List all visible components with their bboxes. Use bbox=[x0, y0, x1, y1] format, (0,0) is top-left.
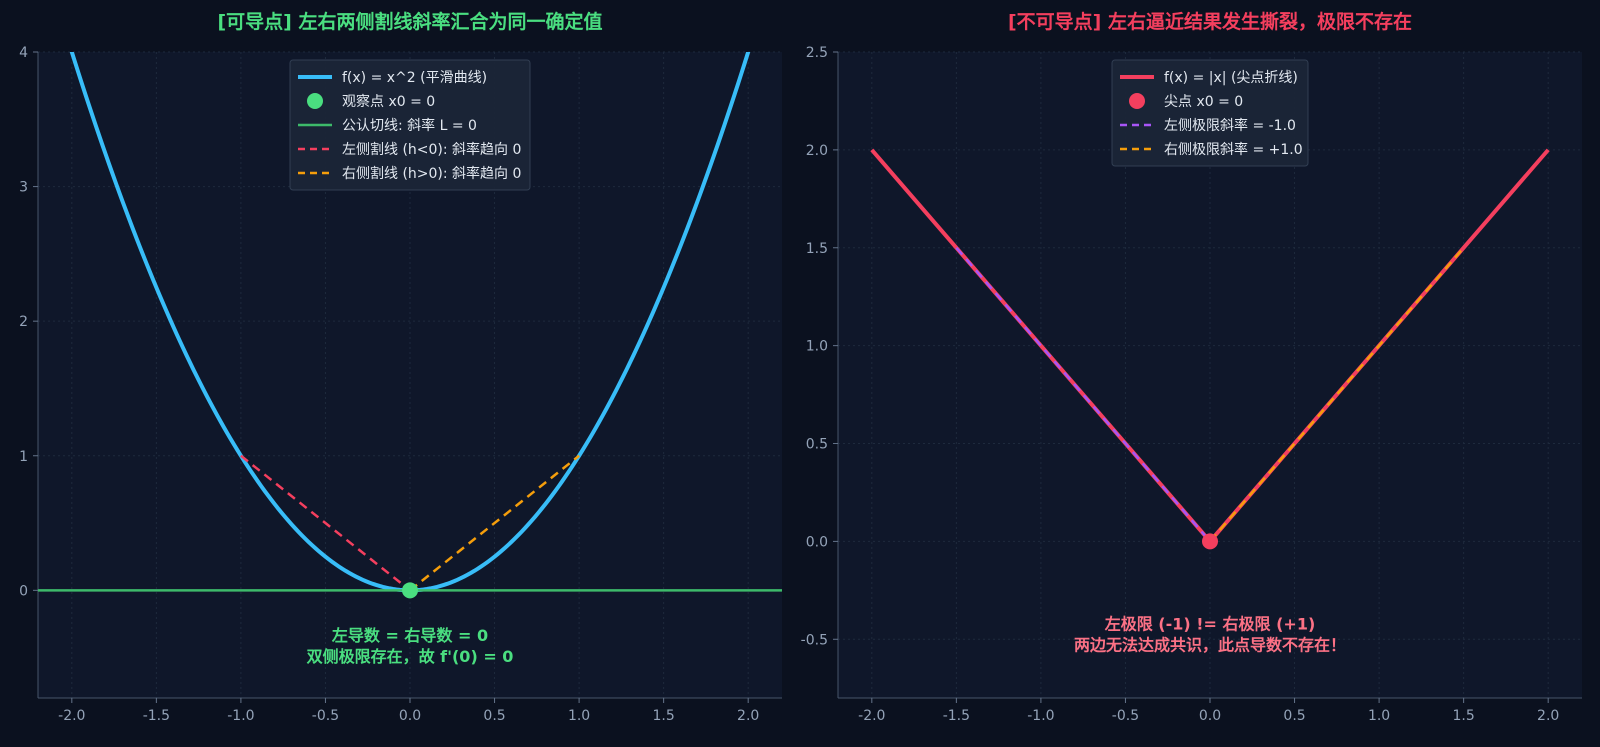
legend-label: 观察点 x0 = 0 bbox=[342, 93, 435, 110]
series-line-3 bbox=[955, 246, 1211, 543]
x-tick-label: 2.0 bbox=[737, 708, 759, 724]
x-tick-label: 0.5 bbox=[483, 708, 505, 724]
y-tick-label: 2.5 bbox=[806, 45, 828, 61]
x-tick-label: -0.5 bbox=[312, 708, 339, 724]
annotation-line-1: 左极限 (-1) != 右极限 (+1) bbox=[1104, 614, 1316, 633]
legend-marker bbox=[307, 93, 323, 109]
y-tick-label: 1.0 bbox=[806, 339, 828, 355]
y-tick-label: -0.5 bbox=[801, 632, 828, 648]
x-tick-label: 2.0 bbox=[1537, 708, 1559, 724]
y-tick-label: 1 bbox=[19, 449, 28, 465]
y-tick-label: 2 bbox=[19, 314, 28, 330]
y-tick-label: 1.5 bbox=[806, 241, 828, 257]
x-tick-label: 1.5 bbox=[653, 708, 675, 724]
x-tick-label: -1.5 bbox=[943, 708, 970, 724]
annotation-line-1: 左导数 = 右导数 = 0 bbox=[331, 626, 488, 645]
y-tick-label: 0 bbox=[19, 583, 28, 599]
x-tick-label: 1.0 bbox=[1368, 708, 1390, 724]
series-line-5 bbox=[409, 454, 580, 592]
legend-label: 左侧割线 (h<0): 斜率趋向 0 bbox=[342, 141, 521, 158]
chart-panel-1: -2.0 -1.5 -1.0 -0.5 0.0 0.5 1.0 1.5 2.0 0 1 2 3 4 [可导点… bbox=[19, 10, 782, 724]
x-tick-label: 1.5 bbox=[1453, 708, 1475, 724]
x-tick-label: 0.0 bbox=[399, 708, 421, 724]
y-tick-label: 0.0 bbox=[806, 534, 828, 550]
chart-title: [不可导点] 左右逼近结果发生撕裂，极限不存在 bbox=[1008, 10, 1412, 33]
legend-box bbox=[289, 59, 531, 191]
x-tick-label: -1.0 bbox=[227, 708, 254, 724]
legend-marker bbox=[1129, 93, 1145, 109]
x-tick-label: 0.0 bbox=[1199, 708, 1221, 724]
y-tick-label: 2.0 bbox=[806, 143, 828, 159]
series-line-4 bbox=[240, 454, 411, 592]
x-tick-label: 1.0 bbox=[568, 708, 590, 724]
series-point bbox=[1202, 533, 1218, 550]
legend: f(x) = x^2 (平滑曲线) 观察点 x0 = 0 公认切线: 斜率 L = … bbox=[289, 59, 531, 191]
y-tick-label: 3 bbox=[19, 180, 28, 196]
legend-label: 尖点 x0 = 0 bbox=[1164, 94, 1243, 110]
x-tick-label: -1.5 bbox=[143, 708, 170, 724]
legend-box bbox=[1111, 59, 1309, 167]
y-tick-label: 4 bbox=[19, 45, 28, 61]
chart-title: [可导点] 左右两侧割线斜率汇合为同一确定值 bbox=[218, 10, 603, 33]
legend-label: 右侧极限斜率 = +1.0 bbox=[1164, 141, 1303, 158]
y-tick-label: 0.5 bbox=[806, 437, 828, 453]
legend-label: f(x) = |x| (尖点折线) bbox=[1164, 70, 1298, 86]
chart-panel-2: -2.0 -1.5 -1.0 -0.5 0.0 0.5 1.0 1.5 2.0 -0.5 0.0 0.… bbox=[801, 10, 1582, 724]
legend-label: 右侧割线 (h>0): 斜率趋向 0 bbox=[342, 165, 521, 182]
x-tick-label: -2.0 bbox=[58, 708, 85, 724]
x-tick-label: -2.0 bbox=[858, 708, 885, 724]
annotation-line-2: 双侧极限存在，故 f'(0) = 0 bbox=[307, 647, 514, 666]
legend-label: 公认切线: 斜率 L = 0 bbox=[342, 117, 477, 134]
legend-label: f(x) = x^2 (平滑曲线) bbox=[342, 69, 487, 86]
x-tick-label: -1.0 bbox=[1027, 708, 1054, 724]
x-tick-label: -0.5 bbox=[1112, 708, 1139, 724]
legend-label: 左侧极限斜率 = -1.0 bbox=[1164, 117, 1296, 134]
series-point bbox=[402, 582, 418, 599]
x-tick-label: 0.5 bbox=[1283, 708, 1305, 724]
legend: f(x) = |x| (尖点折线) 尖点 x0 = 0 左侧极限斜率 = -1.0 右… bbox=[1111, 59, 1309, 167]
series-line-4 bbox=[1209, 246, 1465, 543]
annotation-line-2: 两边无法达成共识，此点导数不存在！ bbox=[1074, 635, 1346, 654]
